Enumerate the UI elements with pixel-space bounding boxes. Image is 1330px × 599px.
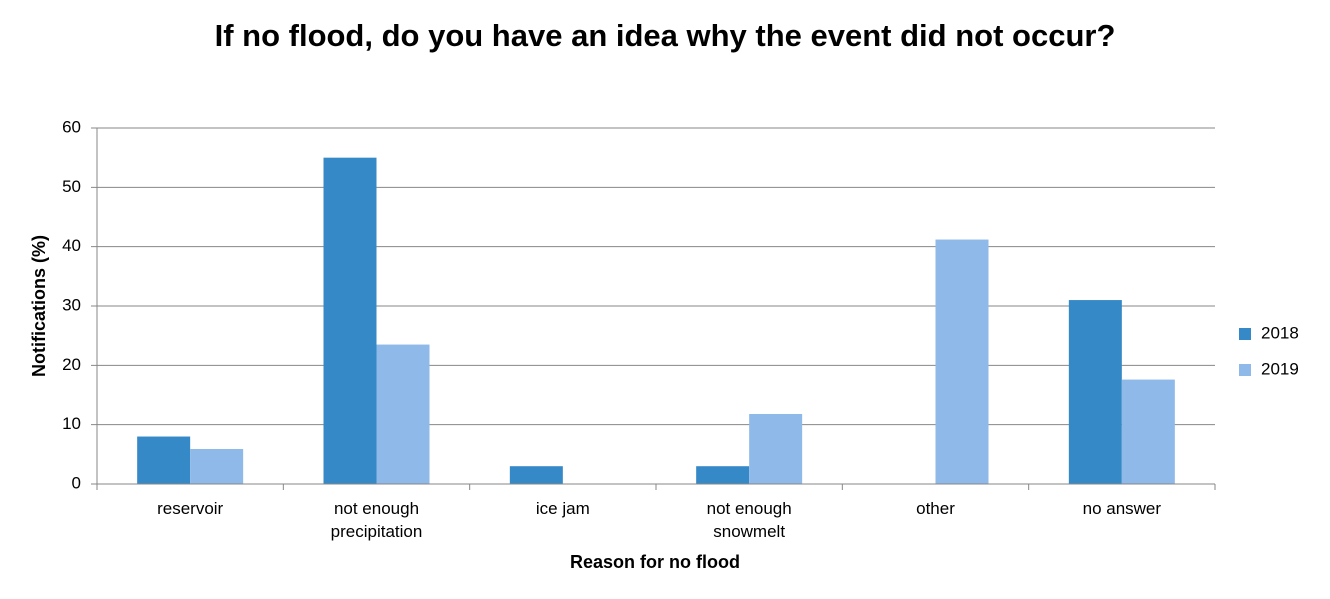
x-tick-label: no answer	[1082, 499, 1162, 518]
y-tick-label: 50	[62, 177, 81, 196]
x-tick-label: not enough snowmelt	[706, 499, 792, 541]
y-tick-label: 40	[62, 236, 81, 255]
x-tick-label: reservoir	[157, 499, 224, 518]
bar	[376, 344, 430, 484]
y-axis-label: Notifications (%)	[29, 235, 49, 377]
bar	[323, 157, 377, 484]
bar	[509, 466, 563, 484]
bar	[1121, 379, 1175, 484]
y-tick-label: 0	[72, 473, 81, 492]
x-tick-label: not enough precipitation	[330, 499, 423, 541]
bar	[696, 466, 750, 484]
bar	[137, 436, 191, 484]
bar	[1068, 300, 1122, 484]
legend-swatch	[1239, 364, 1251, 376]
x-tick-label: ice jam	[535, 499, 590, 518]
bar	[190, 448, 244, 484]
legend-label: 2019	[1261, 359, 1299, 378]
bar	[935, 239, 989, 484]
x-axis-label: Reason for no flood	[570, 552, 740, 572]
x-tick-label: other	[916, 499, 955, 518]
legend-swatch	[1239, 328, 1251, 340]
y-tick-label: 20	[62, 355, 81, 374]
legend-label: 2018	[1261, 323, 1299, 342]
y-tick-label: 60	[62, 117, 81, 136]
y-tick-label: 10	[62, 414, 81, 433]
chart-title: If no flood, do you have an idea why the…	[214, 18, 1116, 53]
bar	[749, 413, 803, 484]
y-tick-label: 30	[62, 295, 81, 314]
